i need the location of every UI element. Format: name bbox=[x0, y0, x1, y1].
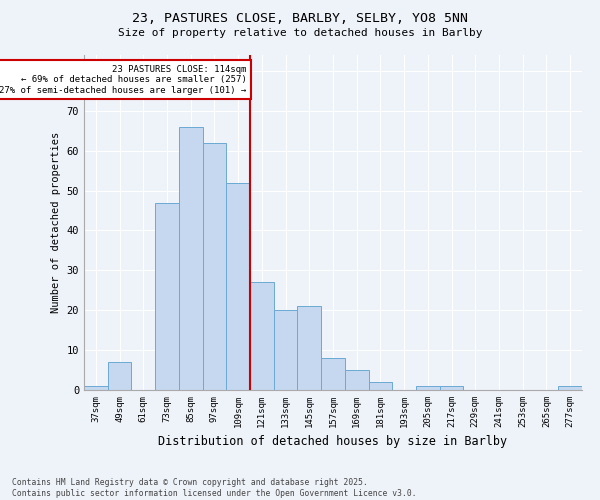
Bar bbox=[345, 370, 368, 390]
Text: 23, PASTURES CLOSE, BARLBY, SELBY, YO8 5NN: 23, PASTURES CLOSE, BARLBY, SELBY, YO8 5… bbox=[132, 12, 468, 26]
Bar bbox=[416, 386, 440, 390]
Bar bbox=[155, 202, 179, 390]
Bar bbox=[274, 310, 298, 390]
Text: 23 PASTURES CLOSE: 114sqm
← 69% of detached houses are smaller (257)
27% of semi: 23 PASTURES CLOSE: 114sqm ← 69% of detac… bbox=[0, 65, 247, 95]
Bar bbox=[179, 127, 203, 390]
Text: Size of property relative to detached houses in Barlby: Size of property relative to detached ho… bbox=[118, 28, 482, 38]
Bar bbox=[203, 142, 226, 390]
Bar bbox=[108, 362, 131, 390]
Bar bbox=[226, 182, 250, 390]
Bar bbox=[84, 386, 108, 390]
Bar bbox=[440, 386, 463, 390]
Bar bbox=[368, 382, 392, 390]
Text: Contains HM Land Registry data © Crown copyright and database right 2025.
Contai: Contains HM Land Registry data © Crown c… bbox=[12, 478, 416, 498]
Bar bbox=[558, 386, 582, 390]
Bar bbox=[250, 282, 274, 390]
Bar bbox=[321, 358, 345, 390]
X-axis label: Distribution of detached houses by size in Barlby: Distribution of detached houses by size … bbox=[158, 436, 508, 448]
Bar bbox=[298, 306, 321, 390]
Y-axis label: Number of detached properties: Number of detached properties bbox=[51, 132, 61, 313]
